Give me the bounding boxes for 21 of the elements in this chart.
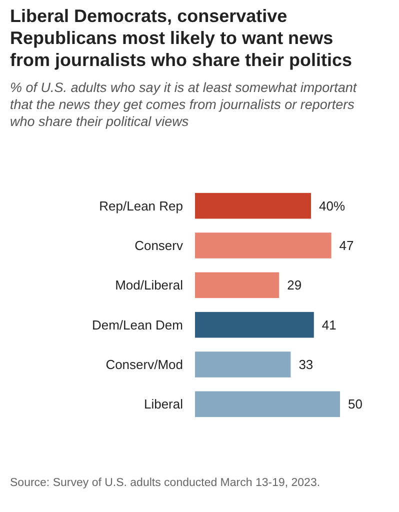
data-label: 47 [339,238,354,254]
data-label: 50 [348,396,362,412]
y-tick-label: Rep/Lean Rep [99,198,183,214]
bar [195,232,332,258]
bar [195,272,280,298]
y-tick-label: Mod/Liberal [115,278,184,293]
data-label: 33 [298,357,314,372]
y-tick-label: Conserv [134,238,184,254]
bar [195,192,311,219]
y-tick-label: Liberal [144,396,184,412]
chart-subtitle: % of U.S. adults who say it is at least somewhat important that the news they get comes from journalists or reporters who share their political views [10,80,358,129]
data-label: 40% [319,198,346,214]
bar [195,352,291,378]
data-label: 41 [322,317,336,332]
chart-title: Liberal Democrats, conservative Republicans most likely to want news from journalists who share their politics [10,6,352,70]
source-note: Source: Survey of U.S. adults conducted March 13-19, 2023. [10,477,320,489]
bar [195,312,314,338]
data-label: 29 [287,278,302,293]
y-tick-label: Conserv/Mod [106,357,183,372]
bar [195,391,340,418]
y-tick-label: Dem/Lean Dem [92,317,183,332]
